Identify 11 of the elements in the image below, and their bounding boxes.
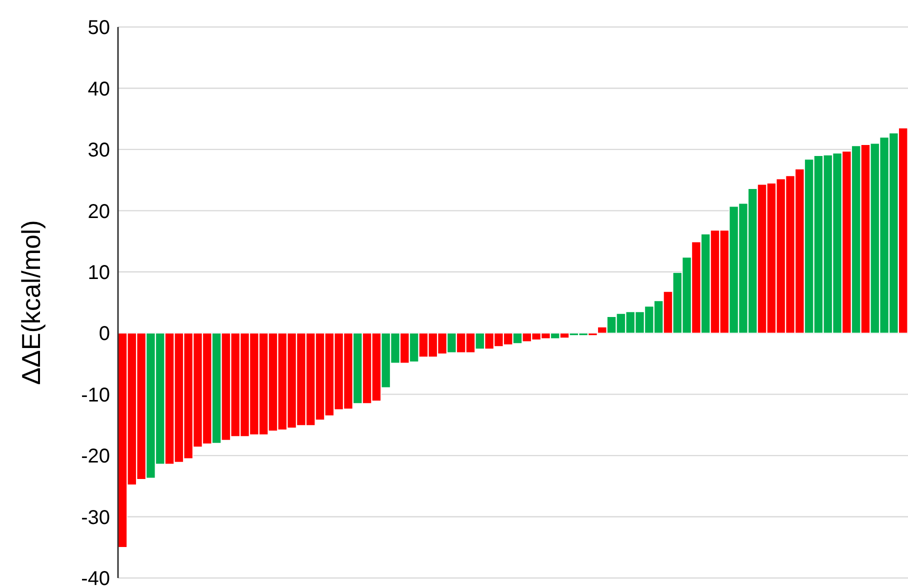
y-tick-label: -30: [81, 506, 110, 529]
y-tick-label: 20: [88, 200, 110, 223]
y-tick-label: -20: [81, 446, 110, 468]
y-tick-label: 30: [88, 140, 110, 162]
y-tick-label: 50: [88, 17, 110, 40]
y-tick-label: 0: [98, 323, 110, 346]
y-tick-label: -10: [81, 384, 110, 406]
y-tick-label: 40: [88, 78, 110, 100]
y-tick-label: -40: [81, 568, 110, 587]
y-tick-label: 10: [88, 262, 110, 284]
y-axis-title: ΔΔE(kcal/mol): [16, 220, 46, 385]
